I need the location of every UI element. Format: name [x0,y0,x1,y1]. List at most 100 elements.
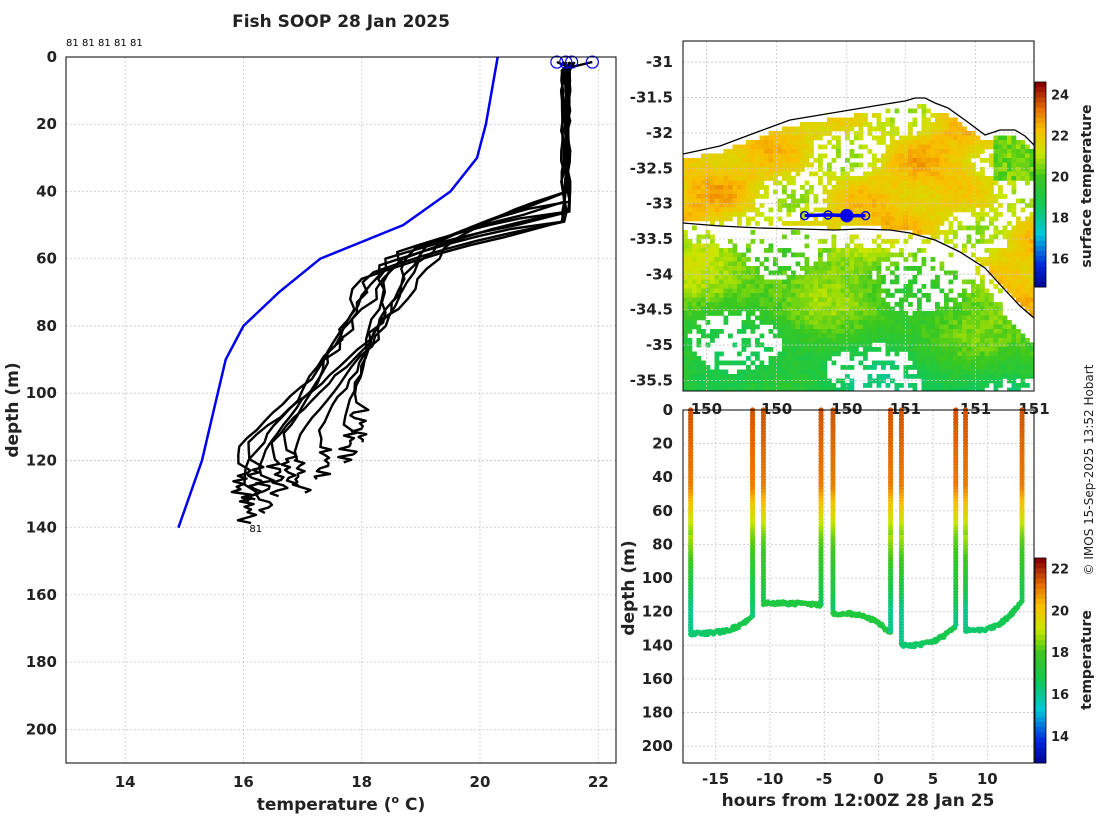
sst-cell [705,320,711,325]
sst-cell [1029,365,1034,370]
sst-cell [885,266,891,271]
sst-cell [894,194,900,199]
sst-cell [687,279,693,285]
sst-cell [755,374,760,379]
sst-cell [894,162,900,168]
sst-cell [993,374,999,379]
sst-cell [894,383,900,388]
sst-cell [989,252,994,258]
sst-cell [764,176,769,181]
sst-cell [885,144,891,150]
sst-cell [831,360,837,366]
sst-cell [894,365,900,370]
sst-cell [890,185,895,190]
sst-cell [710,252,715,258]
sst-cell [890,225,895,231]
sst-cell [1016,293,1021,298]
sst-cell [737,158,742,163]
sst-cell [786,167,792,172]
sst-cell [975,230,981,235]
sst-cell [737,270,742,276]
sst-cell [1029,279,1034,285]
sst-cell [966,383,972,388]
sst-cell [863,306,868,312]
sst-cell [746,320,751,325]
sst-cell [773,378,778,384]
sst-cell [921,387,927,391]
sst-cell [930,378,936,384]
sst-cell [777,288,783,294]
sst-cell [881,225,886,231]
map-lat-tick-label: -32.5 [630,159,673,177]
sst-cell [930,185,936,190]
sst-cell [737,374,742,379]
sst-cell [903,288,909,294]
sst-cell [1020,162,1026,168]
sst-cell [737,203,742,208]
sst-cell [863,383,868,388]
sst-cell [746,203,751,208]
sst-cell [953,329,958,334]
sst-cell [966,198,972,204]
sst-cell [822,126,828,132]
sst-cell [980,284,985,289]
sst-cell [714,176,720,181]
sst-cell [903,369,909,375]
sst-cell [899,203,904,208]
sst-cell [948,329,954,334]
sst-cell [1025,266,1030,271]
sst-cell [818,162,823,168]
sst-cell [903,329,909,334]
sst-cell [1016,270,1021,276]
sst-cell [845,284,850,289]
sst-cell [719,216,724,222]
sst-cell [759,153,765,159]
sst-cell [782,297,787,303]
sst-cell [957,207,963,213]
sst-cell [705,261,711,267]
sst-cell [683,212,688,217]
sst-cell [881,279,886,285]
sst-cell [1020,176,1026,181]
sst-cell [831,338,837,343]
sst-cell [795,167,801,172]
sst-cell [872,315,877,321]
sst-cell [908,284,913,289]
sst-cell [881,198,886,204]
sst-cell [827,270,832,276]
sst-cell [939,203,945,208]
sst-cell [849,189,855,195]
sst-cell [827,180,832,186]
sst-cell [926,140,931,145]
sst-cell [930,284,936,289]
sst-cell [863,221,868,226]
sst-cell [1020,374,1026,379]
sst-cell [692,180,697,186]
sst-cell [773,293,778,298]
sst-cell [741,297,747,303]
sst-cell [854,216,859,222]
sst-cell [903,162,909,168]
sst-cell [746,315,751,321]
sst-cell [809,365,814,370]
sst-cell [710,239,715,244]
sst-cell [890,203,895,208]
sst-cell [768,207,774,213]
sst-cell [1029,347,1034,352]
sst-cell [1011,207,1017,213]
sst-cell [782,356,787,361]
sst-cell [957,320,963,325]
sst-cell [755,189,760,195]
sst-cell [939,126,945,132]
sst-cell [948,347,954,352]
sst-cell [930,338,936,343]
sst-cell [836,266,841,271]
sst-cell [948,288,954,294]
sst-cell [827,176,832,181]
sst-cell [867,252,873,258]
sst-cell [1002,140,1008,145]
sst-cell [903,149,909,154]
sst-cell [984,378,990,384]
sst-cell [935,225,940,231]
